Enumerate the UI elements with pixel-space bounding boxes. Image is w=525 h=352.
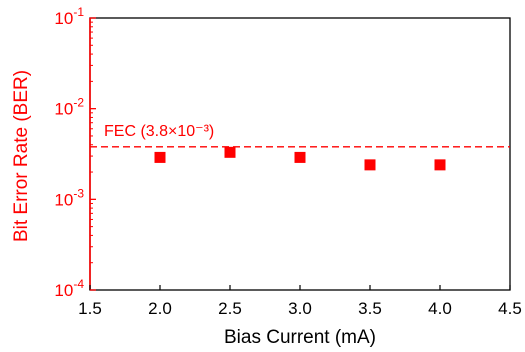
y-axis-label: Bit Error Rate (BER) [11,70,32,242]
data-point [224,146,236,158]
x-tick-label: 3.5 [358,299,382,318]
data-point [434,159,446,171]
x-tick-label: 4.5 [498,299,522,318]
fec-threshold-label: FEC (3.8×10⁻³) [104,123,214,140]
y-tick-label: 10-1 [54,5,84,28]
x-tick-label: 4.0 [428,299,452,318]
x-axis-label: Bias Current (mA) [224,327,376,348]
y-tick-label: 10-4 [54,277,84,300]
x-tick-label: 3.0 [288,299,312,318]
data-points [154,146,446,171]
data-point [364,159,376,171]
y-axis-ticks: 10-1 10-2 10-3 10-4 [54,5,96,300]
x-tick-label: 2.0 [148,299,172,318]
y-tick-label: 10-3 [54,186,84,209]
x-tick-label: 2.5 [218,299,242,318]
data-point [154,151,166,163]
x-axis-ticks: 1.5 2.0 2.5 3.0 3.5 4.0 4.5 [78,285,522,318]
x-tick-label: 1.5 [78,299,102,318]
y-tick-label: 10-2 [54,96,84,119]
data-point [294,151,306,163]
